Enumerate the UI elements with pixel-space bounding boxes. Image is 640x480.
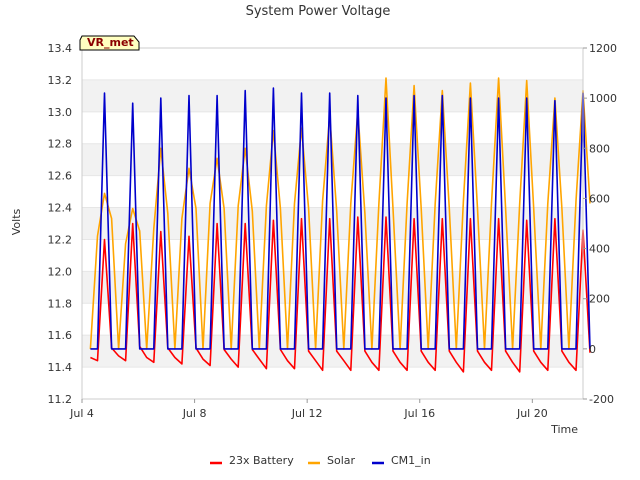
y-right-tick-label: -200 [589, 393, 614, 406]
x-tick-label: Jul 4 [69, 407, 94, 420]
y-left-tick-label: 11.4 [48, 361, 73, 374]
legend-label: Solar [327, 454, 356, 467]
x-tick-label: Jul 12 [291, 407, 323, 420]
series-line-solar [89, 77, 591, 350]
legend-label: CM1_in [391, 454, 431, 467]
legend-label: 23x Battery [229, 454, 294, 467]
y-left-tick-label: 12.0 [48, 265, 73, 278]
y-right-tick-label: 1000 [589, 92, 617, 105]
y-left-tick-label: 12.8 [48, 138, 73, 151]
y-right-tick-label: 600 [589, 192, 610, 205]
y-left-tick-label: 12.2 [48, 233, 73, 246]
chart-title: System Power Voltage [246, 4, 391, 19]
x-tick-label: Jul 16 [403, 407, 435, 420]
vr-met-badge: VR_met [79, 35, 140, 51]
legend: 23x Battery Solar CM1_in [210, 454, 431, 467]
series-line-cm1-in [90, 87, 591, 350]
y-left-tick-label: 12.4 [48, 202, 73, 215]
x-axis-ticks: Jul 4 Jul 8 Jul 12 Jul 16 Jul 20 [69, 399, 548, 420]
x-tick-label: Jul 20 [516, 407, 548, 420]
series-layer [89, 77, 591, 373]
y-axis-right-ticks: -200 0 200 400 600 800 1000 1200 [583, 42, 617, 406]
plot-band [82, 79, 583, 112]
y-axis-left-ticks: 11.2 11.4 11.6 11.8 12.0 12.2 12.4 12.6 12.8 13.0… [48, 42, 73, 406]
y-right-tick-label: 0 [589, 343, 596, 356]
y-axis-label: Volts [10, 208, 23, 235]
y-left-tick-label: 11.2 [48, 393, 73, 406]
x-axis-label: Time [550, 423, 578, 436]
series-line-23x-battery [90, 216, 591, 373]
y-right-tick-label: 200 [589, 293, 610, 306]
y-left-tick-label: 13.4 [48, 42, 73, 55]
y-right-tick-label: 800 [589, 142, 610, 155]
plot-frame [81, 47, 584, 400]
y-left-tick-label: 11.6 [48, 329, 73, 342]
y-left-tick-label: 13.2 [48, 74, 73, 87]
y-left-tick-label: 11.8 [48, 297, 73, 310]
y-left-tick-label: 12.6 [48, 170, 73, 183]
y-right-tick-label: 400 [589, 243, 610, 256]
badge-label: VR_met [87, 36, 134, 49]
y-left-tick-label: 13.0 [48, 106, 73, 119]
plot-band [82, 335, 583, 368]
x-tick-label: Jul 8 [182, 407, 207, 420]
y-right-tick-label: 1200 [589, 42, 617, 55]
